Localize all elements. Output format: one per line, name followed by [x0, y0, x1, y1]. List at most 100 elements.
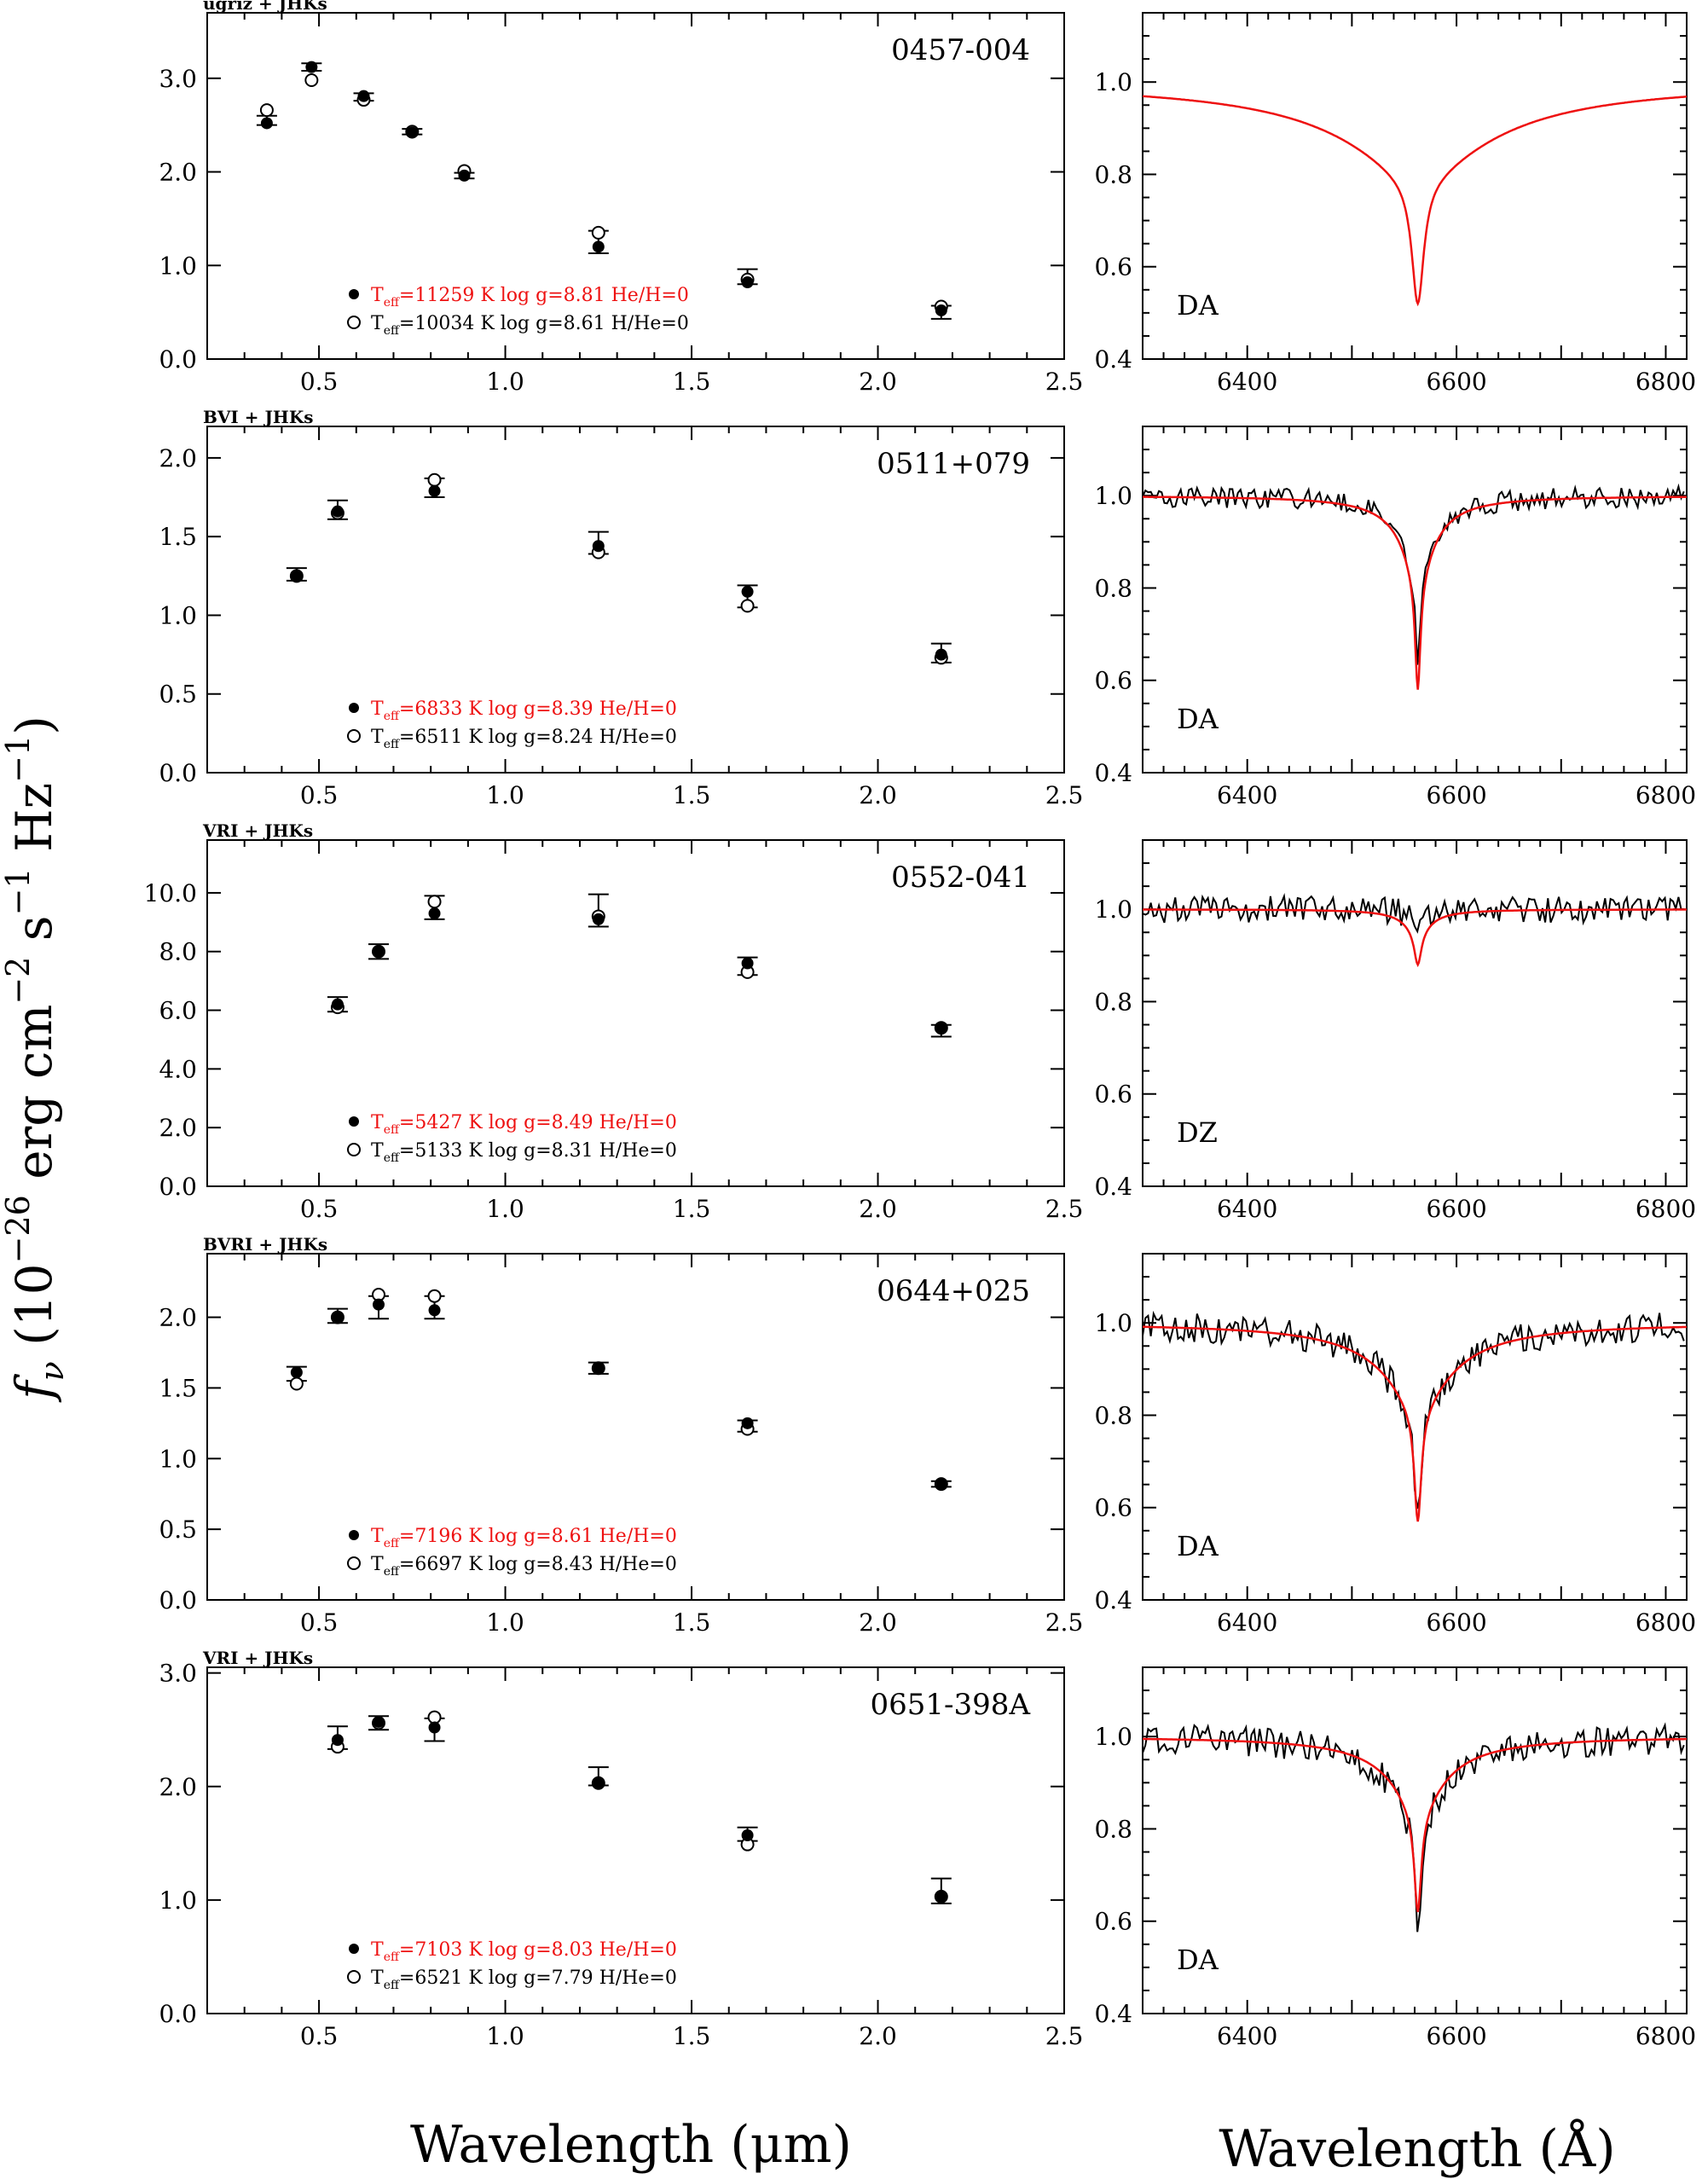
x-tick-label: 2.5	[1045, 2022, 1084, 2050]
model-point-open	[740, 599, 755, 613]
legend-marker-filled	[349, 289, 359, 299]
model-point-filled	[290, 570, 303, 582]
legend-teff-sub: eff	[384, 1979, 400, 1992]
legend-marker-open	[347, 1143, 361, 1156]
legend-teff-sub: eff	[384, 738, 400, 751]
model-point-filled	[935, 1022, 947, 1034]
object-name: 0552-041	[891, 861, 1030, 895]
legend-teff: T	[371, 1554, 384, 1575]
panel-0651-398A: VRI + JHKs 0651-398A 0.5 1.0 1.5 2.0 2.5 0.0 1.0…	[159, 1648, 1696, 2050]
y-label-open: (10	[5, 1263, 63, 1361]
x-tick-label: 2.5	[1045, 781, 1084, 809]
legend-open: Teff=6697 K log g=8.43 H/He=0	[371, 1554, 677, 1579]
legend-params: =7103 K log g=8.03 He/H=0	[399, 1939, 677, 1961]
model-point-filled	[741, 1829, 754, 1842]
legend-teff-sub: eff	[384, 710, 400, 723]
spectral-type: DA	[1177, 1944, 1219, 1976]
legend-marker-open	[347, 1556, 361, 1570]
spectrum-frame	[1142, 1666, 1688, 2014]
y-label-erg: erg cm	[5, 1005, 63, 1196]
x-tick-label: 6600	[1426, 1195, 1486, 1223]
y-tick-label: 0.0	[159, 1173, 197, 1201]
x-tick-label: 6800	[1636, 781, 1696, 809]
model-point-open	[427, 472, 442, 487]
y-tick-label: 0.5	[159, 681, 197, 709]
legend-marker-filled	[349, 1944, 359, 1954]
y-tick-label: 0.4	[1094, 759, 1132, 787]
legend-teff-sub: eff	[384, 1537, 400, 1550]
object-name: 0651-398A	[871, 1688, 1031, 1722]
legend-teff-sub: eff	[384, 1123, 400, 1137]
y-tick-label: 0.0	[159, 2000, 197, 2028]
y-tick-label: 10.0	[144, 879, 197, 907]
model-point-filled	[373, 1715, 385, 1728]
photometry-label: BVRI + JHKs	[203, 1234, 327, 1255]
x-tick-label: 2.5	[1045, 1195, 1084, 1223]
model-point-filled	[331, 1734, 344, 1747]
y-label-exp1: −26	[0, 1195, 37, 1263]
x-tick-label: 1.5	[673, 1195, 711, 1223]
legend-open: Teff=10034 K log g=8.61 H/He=0	[371, 313, 689, 338]
sed-frame	[206, 1253, 1065, 1601]
model-spectrum	[1143, 908, 1687, 968]
legend-teff: T	[371, 727, 384, 748]
model-point-filled	[428, 1304, 441, 1317]
legend-teff-sub: eff	[384, 324, 400, 338]
panel-0552-041: VRI + JHKs 0552-041 0.5 1.0 1.5 2.0 2.5 0.0 2.0 4…	[144, 820, 1696, 1223]
y-label-sub: ν	[33, 1361, 71, 1381]
model-point-open	[259, 103, 274, 118]
model-point-filled	[428, 907, 441, 920]
legend-params: =6697 K log g=8.43 H/He=0	[399, 1554, 677, 1575]
x-tick-label: 1.0	[486, 368, 524, 396]
y-label-exp2: −2	[0, 957, 37, 1005]
y-tick-label: 1.0	[1094, 895, 1132, 924]
y-tick-label: 0.0	[159, 1586, 197, 1614]
y-tick-label: 2.0	[159, 1114, 197, 1142]
panel-0457-004: ugriz + JHKs 0457-004 0.5 1.0 1.5 2.0 2.5 0.0 1.…	[159, 0, 1696, 396]
sed-frame	[206, 1666, 1065, 2014]
x-tick-label: 6800	[1636, 1608, 1696, 1637]
model-point-filled	[290, 1366, 303, 1379]
y-tick-label: 1.0	[1094, 1309, 1132, 1337]
x-tick-label: 2.0	[859, 1608, 897, 1637]
x-tick-label: 6400	[1217, 781, 1277, 809]
model-point-open	[304, 73, 319, 88]
y-tick-label: 2.0	[159, 1773, 197, 1801]
observed-spectrum	[1142, 1310, 1685, 1510]
sed-frame	[206, 12, 1065, 360]
legend-teff-sub: eff	[384, 296, 400, 310]
legend-marker-open	[347, 1970, 361, 1984]
y-tick-label: 0.8	[1094, 1401, 1132, 1429]
legend-marker-filled	[349, 703, 359, 713]
legend-filled: Teff=7103 K log g=8.03 He/H=0	[371, 1939, 677, 1964]
x-tick-label: 0.5	[300, 368, 339, 396]
model-point-open	[427, 1289, 442, 1303]
x-tick-label: 1.5	[673, 368, 711, 396]
y-tick-label: 0.8	[1094, 988, 1132, 1016]
y-label-close: )	[5, 716, 63, 735]
legend-teff: T	[371, 1967, 384, 1989]
panel-0511+079: BVI + JHKs 0511+079 0.5 1.0 1.5 2.0 2.5 0.0 0.5 1…	[159, 407, 1696, 809]
legend-teff-sub: eff	[384, 1950, 400, 1964]
object-name: 0511+079	[877, 447, 1030, 481]
legend-open: Teff=5133 K log g=8.31 H/He=0	[371, 1140, 677, 1165]
object-name: 0457-004	[891, 33, 1030, 67]
x-tick-label: 0.5	[300, 1195, 339, 1223]
model-spectrum	[1142, 95, 1688, 307]
x-tick-label: 1.0	[486, 781, 524, 809]
model-point-filled	[428, 1721, 441, 1734]
legend-teff-sub: eff	[384, 1565, 400, 1579]
model-point-filled	[935, 648, 947, 661]
spectrum-frame	[1142, 426, 1688, 774]
legend-marker-open	[347, 729, 361, 743]
legend-teff: T	[371, 1140, 384, 1162]
model-point-filled	[305, 61, 318, 73]
photometry-label: BVI + JHKs	[203, 407, 313, 427]
legend-filled: Teff=11259 K log g=8.81 He/H=0	[371, 285, 689, 310]
spectral-type: DA	[1177, 289, 1219, 322]
observed-spectrum	[1142, 483, 1685, 665]
x-tick-label: 0.5	[300, 781, 339, 809]
model-point-filled	[357, 90, 370, 102]
y-tick-label: 1.0	[159, 601, 197, 629]
